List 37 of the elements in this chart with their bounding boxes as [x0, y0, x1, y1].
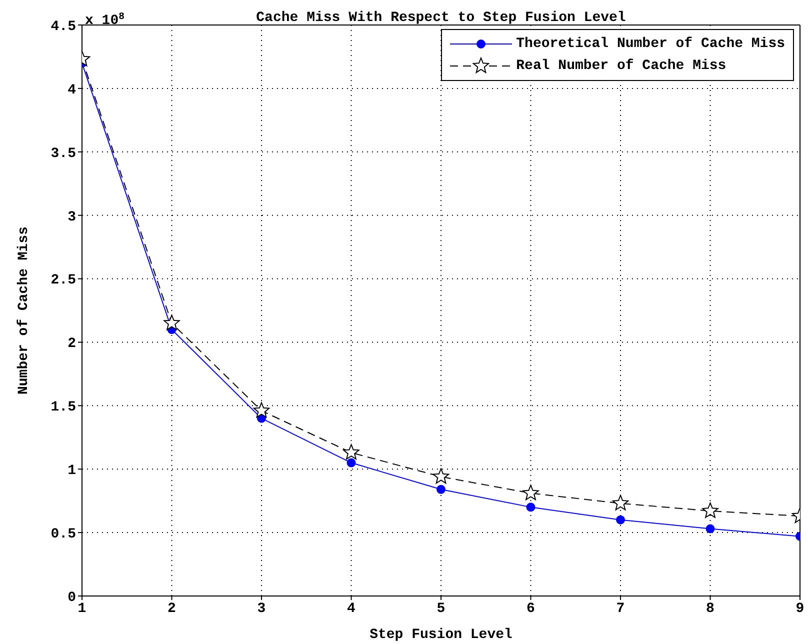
annotation: x 10$^{8}$: [85, 10, 125, 29]
point: [702, 502, 718, 518]
y-tick-label: 0.5: [50, 526, 76, 543]
x-tick-label: 9: [796, 600, 804, 617]
x-tick-label: 4: [347, 600, 356, 617]
point: [346, 458, 356, 468]
y-tick-label: 4: [68, 82, 76, 98]
y-tick-label: 3.5: [50, 146, 76, 162]
legend-label: Real Number of Cache Miss: [516, 58, 726, 74]
y-tick-label: 3: [68, 209, 76, 226]
chart-title: Cache Miss With Respect to Step Fusion Level: [256, 10, 626, 26]
point: [432, 468, 450, 484]
x-tick-label: 6: [526, 600, 535, 617]
point: [526, 502, 536, 512]
point: [164, 314, 180, 330]
point: [436, 484, 446, 494]
point: [343, 444, 360, 460]
y-tick-label: 2: [68, 336, 76, 352]
y-tick-label: 4.5: [50, 18, 76, 35]
x-tick-label: 2: [168, 600, 176, 617]
x-tick-label: 1: [78, 600, 86, 617]
y-tick-label: 0: [68, 590, 76, 606]
point: [612, 494, 629, 510]
x-tick-label: 3: [257, 600, 266, 617]
point: [706, 524, 715, 534]
y-tick-label: 2.5: [50, 272, 76, 289]
point: [616, 515, 625, 524]
point: [522, 484, 539, 500]
x-axis-title: Step Fusion Level: [370, 627, 512, 643]
x-tick-label: 8: [706, 600, 714, 617]
y-axis-title: Number of Cache Miss: [16, 226, 32, 395]
y-tick-label: 1: [68, 463, 76, 480]
x-tick-label: 5: [436, 600, 446, 617]
y-tick-label: 1.5: [50, 400, 76, 416]
legend-label: Theoretical Number of Cache Miss: [516, 36, 785, 52]
x-tick-label: 7: [616, 600, 625, 617]
point: [253, 402, 270, 418]
